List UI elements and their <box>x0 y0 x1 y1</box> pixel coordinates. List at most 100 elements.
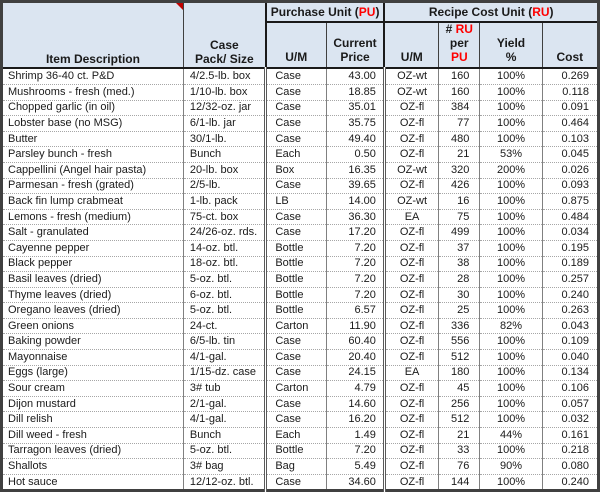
cell-recipe-um[interactable]: OZ-fl <box>382 333 439 351</box>
col-header-ru-per-pu[interactable]: # RU per PU <box>438 22 480 70</box>
cell-recipe-um[interactable]: OZ-fl <box>382 458 439 475</box>
cell-purchase-um[interactable]: Bottle <box>264 287 327 304</box>
cell-ru-per-pu[interactable]: 180 <box>438 365 480 382</box>
cell-purchase-um[interactable]: Case <box>264 474 327 491</box>
cell-case-pack-size[interactable]: 24-ct. <box>182 318 266 335</box>
cell-current-price[interactable]: 39.65 <box>325 178 385 195</box>
col-header-current-price[interactable]: Current Price <box>325 22 385 70</box>
cell-recipe-um[interactable]: OZ-fl <box>382 178 439 195</box>
cell-item-description[interactable]: Mayonnaise <box>1 349 184 366</box>
col-header-item-description[interactable]: Item Description <box>1 1 184 70</box>
cell-ru-per-pu[interactable]: 256 <box>438 396 480 413</box>
cell-ru-per-pu[interactable]: 38 <box>438 256 480 273</box>
cell-cost[interactable]: 0.043 <box>541 318 599 335</box>
cell-purchase-um[interactable]: Case <box>264 224 327 241</box>
cell-case-pack-size[interactable]: 6/1-lb. jar <box>182 115 266 132</box>
cell-recipe-um[interactable]: OZ-fl <box>382 443 439 460</box>
cell-purchase-um[interactable]: Case <box>264 115 327 132</box>
cell-purchase-um[interactable]: Each <box>264 146 327 163</box>
cell-item-description[interactable]: Baking powder <box>1 333 184 351</box>
cell-recipe-um[interactable]: OZ-fl <box>382 256 439 273</box>
cell-case-pack-size[interactable]: 20-lb. box <box>182 162 266 179</box>
cell-cost[interactable]: 0.057 <box>541 396 599 413</box>
cell-purchase-um[interactable]: Case <box>264 349 327 366</box>
cell-cost[interactable]: 0.484 <box>541 209 599 226</box>
cell-case-pack-size[interactable]: 12/32-oz. jar <box>182 100 266 117</box>
col-header-purchase-um[interactable]: U/M <box>264 22 327 70</box>
cell-case-pack-size[interactable]: 2/5-lb. <box>182 178 266 195</box>
cell-cost[interactable]: 0.189 <box>541 256 599 273</box>
cell-current-price[interactable]: 35.01 <box>325 100 385 117</box>
cell-current-price[interactable]: 14.00 <box>325 193 385 210</box>
cell-cost[interactable]: 0.161 <box>541 427 599 444</box>
cell-recipe-um[interactable]: OZ-fl <box>382 271 439 288</box>
cell-case-pack-size[interactable]: 75-ct. box <box>182 209 266 226</box>
cell-item-description[interactable]: Tarragon leaves (dried) <box>1 443 184 460</box>
cell-ru-per-pu[interactable]: 25 <box>438 302 480 319</box>
cell-recipe-um[interactable]: OZ-wt <box>382 84 439 101</box>
cell-ru-per-pu[interactable]: 336 <box>438 318 480 335</box>
col-header-cost[interactable]: Cost <box>541 22 599 70</box>
cell-current-price[interactable]: 20.40 <box>325 349 385 366</box>
cell-item-description[interactable]: Shallots <box>1 458 184 475</box>
cell-yield-pct[interactable]: 100% <box>479 474 543 491</box>
cell-yield-pct[interactable]: 100% <box>479 443 543 460</box>
cell-recipe-um[interactable]: OZ-wt <box>382 162 439 179</box>
cell-yield-pct[interactable]: 100% <box>479 100 543 117</box>
cell-yield-pct[interactable]: 53% <box>479 146 543 163</box>
cell-case-pack-size[interactable]: 4/1-gal. <box>182 349 266 366</box>
cell-yield-pct[interactable]: 100% <box>479 256 543 273</box>
cell-yield-pct[interactable]: 100% <box>479 178 543 195</box>
cell-item-description[interactable]: Lobster base (no MSG) <box>1 115 184 132</box>
cell-ru-per-pu[interactable]: 384 <box>438 100 480 117</box>
cell-recipe-um[interactable]: OZ-fl <box>382 427 439 444</box>
cell-current-price[interactable]: 49.40 <box>325 131 385 148</box>
cell-item-description[interactable]: Mushrooms - fresh (med.) <box>1 84 184 101</box>
cell-case-pack-size[interactable]: 3# bag <box>182 458 266 475</box>
cell-yield-pct[interactable]: 100% <box>479 240 543 257</box>
cell-recipe-um[interactable]: OZ-fl <box>382 380 439 397</box>
cell-item-description[interactable]: Dijon mustard <box>1 396 184 413</box>
cell-yield-pct[interactable]: 100% <box>479 365 543 382</box>
cell-current-price[interactable]: 0.50 <box>325 146 385 163</box>
cell-purchase-um[interactable]: Case <box>264 396 327 413</box>
cell-purchase-um[interactable]: Case <box>264 178 327 195</box>
cell-cost[interactable]: 0.106 <box>541 380 599 397</box>
cell-yield-pct[interactable]: 100% <box>479 411 543 429</box>
cell-yield-pct[interactable]: 100% <box>479 380 543 397</box>
cell-recipe-um[interactable]: OZ-fl <box>382 224 439 241</box>
cell-case-pack-size[interactable]: 12/12-oz. btl. <box>182 474 266 491</box>
cell-cost[interactable]: 0.080 <box>541 458 599 475</box>
cell-ru-per-pu[interactable]: 144 <box>438 474 480 491</box>
cell-purchase-um[interactable]: Carton <box>264 318 327 335</box>
cell-case-pack-size[interactable]: 6-oz. btl. <box>182 287 266 304</box>
cell-purchase-um[interactable]: Case <box>264 84 327 101</box>
cell-ru-per-pu[interactable]: 512 <box>438 411 480 429</box>
cell-ru-per-pu[interactable]: 160 <box>438 84 480 101</box>
cell-yield-pct[interactable]: 200% <box>479 162 543 179</box>
cell-item-description[interactable]: Parmesan - fresh (grated) <box>1 178 184 195</box>
cell-recipe-um[interactable]: OZ-fl <box>382 131 439 148</box>
cell-item-description[interactable]: Dill relish <box>1 411 184 429</box>
cell-current-price[interactable]: 60.40 <box>325 333 385 351</box>
cell-recipe-um[interactable]: OZ-fl <box>382 146 439 163</box>
cell-purchase-um[interactable]: Case <box>264 333 327 351</box>
cell-current-price[interactable]: 16.20 <box>325 411 385 429</box>
cell-cost[interactable]: 0.263 <box>541 302 599 319</box>
cell-item-description[interactable]: Sour cream <box>1 380 184 397</box>
cell-cost[interactable]: 0.032 <box>541 411 599 429</box>
cell-item-description[interactable]: Hot sauce <box>1 474 184 491</box>
cell-item-description[interactable]: Butter <box>1 131 184 148</box>
cell-ru-per-pu[interactable]: 21 <box>438 146 480 163</box>
cell-case-pack-size[interactable]: 4/1-gal. <box>182 411 266 429</box>
cell-yield-pct[interactable]: 100% <box>479 333 543 351</box>
cell-purchase-um[interactable]: Case <box>264 68 327 85</box>
cell-recipe-um[interactable]: OZ-fl <box>382 396 439 413</box>
cell-case-pack-size[interactable]: 3# tub <box>182 380 266 397</box>
cell-ru-per-pu[interactable]: 45 <box>438 380 480 397</box>
cell-ru-per-pu[interactable]: 21 <box>438 427 480 444</box>
cell-recipe-um[interactable]: OZ-fl <box>382 100 439 117</box>
cell-cost[interactable]: 0.240 <box>541 474 599 491</box>
cell-yield-pct[interactable]: 90% <box>479 458 543 475</box>
cell-current-price[interactable]: 5.49 <box>325 458 385 475</box>
